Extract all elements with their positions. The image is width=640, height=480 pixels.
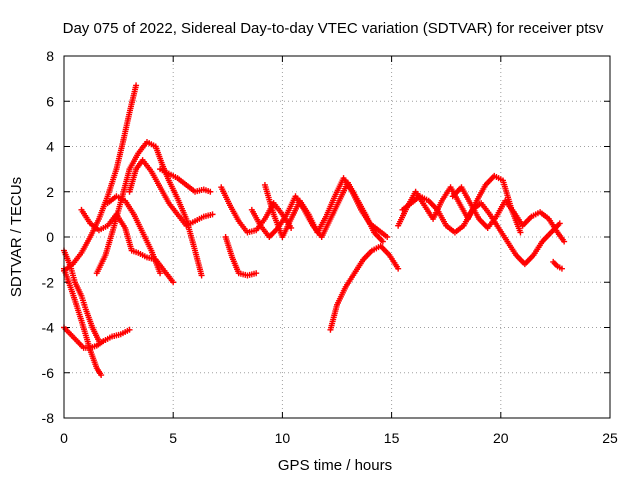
axis-ticks: 0 5 10 15 20 25 -8 -6 -4 -2 0 2 4 6 8 xyxy=(42,48,618,446)
chart-title: Day 075 of 2022, Sidereal Day-to-day VTE… xyxy=(63,20,604,37)
y-axis-label: SDTVAR / TECUs xyxy=(8,177,25,297)
y-tick-label: 8 xyxy=(46,48,54,64)
series-arc-h xyxy=(126,157,216,229)
data-point xyxy=(561,238,568,245)
x-tick-label: 10 xyxy=(275,430,291,446)
y-tick-label: -8 xyxy=(42,410,55,426)
data-point xyxy=(170,279,177,286)
data-point xyxy=(517,229,524,236)
x-axis-label: GPS time / hours xyxy=(278,457,392,474)
series-arc-m xyxy=(261,175,391,240)
x-tick-label: 0 xyxy=(60,430,68,446)
data-point xyxy=(126,326,133,333)
plot-frame xyxy=(63,55,611,419)
series-arc-n xyxy=(327,243,402,333)
data-point xyxy=(95,338,102,345)
y-tick-label: -6 xyxy=(42,365,55,381)
data-point xyxy=(288,224,295,231)
series-arc-e xyxy=(78,206,177,286)
y-tick-label: 0 xyxy=(46,229,54,245)
series-arc-i xyxy=(157,166,214,195)
x-tick-label: 25 xyxy=(602,430,618,446)
x-tick-label: 20 xyxy=(493,430,509,446)
series-arc-r xyxy=(550,258,565,272)
y-tick-label: 4 xyxy=(46,139,54,155)
data-series xyxy=(61,82,568,379)
data-point xyxy=(133,82,140,89)
series-arc-g xyxy=(104,193,164,277)
y-tick-label: -2 xyxy=(42,274,55,290)
data-point xyxy=(379,238,386,245)
y-tick-label: 6 xyxy=(46,93,54,109)
data-point xyxy=(98,372,105,379)
x-tick-label: 5 xyxy=(169,430,177,446)
data-point xyxy=(198,272,205,279)
data-point xyxy=(209,211,216,218)
data-point xyxy=(395,265,402,272)
data-point xyxy=(207,188,214,195)
y-tick-label: 2 xyxy=(46,184,54,200)
y-tick-label: -4 xyxy=(42,320,55,336)
data-point xyxy=(384,234,391,240)
series-arc-q xyxy=(449,184,568,245)
data-point xyxy=(253,270,260,277)
data-point xyxy=(558,265,565,272)
series-arc-a xyxy=(61,265,105,379)
data-point xyxy=(157,270,164,277)
series-arc-k xyxy=(222,234,260,279)
data-point xyxy=(556,220,563,227)
x-tick-label: 15 xyxy=(384,430,400,446)
series-arc-b xyxy=(61,324,133,351)
